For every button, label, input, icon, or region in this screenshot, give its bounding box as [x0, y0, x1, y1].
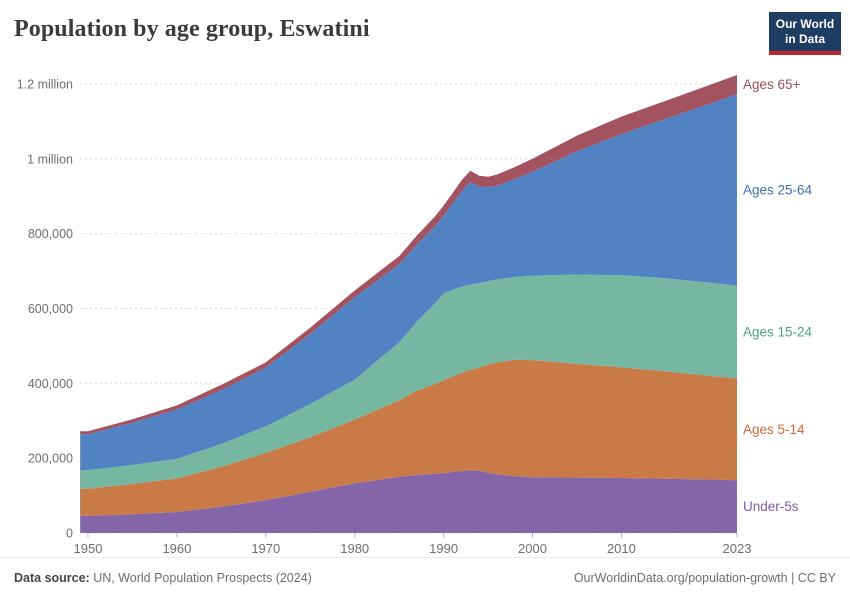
- series-label-ages-25-64[interactable]: Ages 25-64: [743, 182, 813, 197]
- x-axis-tick-label: 2010: [607, 541, 636, 556]
- owid-logo-line2: in Data: [784, 32, 825, 46]
- area-band-ages-65-[interactable]: [80, 75, 737, 435]
- x-axis-tick-label: 1990: [429, 541, 458, 556]
- area-band-ages-5-14[interactable]: [80, 359, 737, 516]
- x-axis-tick-label: 1970: [251, 541, 280, 556]
- gridlines: 0 200,000 400,000 600,000 800,000 1 million 1.…: [17, 78, 737, 541]
- data-source-text: UN, World Population Prospects (2024): [89, 571, 312, 585]
- x-axis-tick-label: 1950: [74, 541, 103, 556]
- y-axis-tick-label: 600,000: [28, 302, 73, 316]
- y-axis-tick-label: 1.2 million: [17, 78, 73, 92]
- page-title: Population by age group, Eswatini: [14, 16, 370, 42]
- series-legend: Under-5s Ages 5-14 Ages 15-24 Ages 25-64 Age…: [743, 77, 813, 514]
- license-link[interactable]: OurWorldinData.org/population-growth | C…: [573, 571, 836, 585]
- series-label-ages-5-14[interactable]: Ages 5-14: [743, 422, 805, 437]
- owid-logo-line1: Our World: [775, 17, 835, 31]
- series-label-under-5s[interactable]: Under-5s: [743, 499, 799, 514]
- data-source-note: Data source: UN, World Population Prospe…: [14, 571, 312, 585]
- area-band-ages-15-24[interactable]: [80, 274, 737, 489]
- y-axis-tick-label: 400,000: [28, 377, 73, 391]
- y-axis-tick-label: 200,000: [28, 452, 73, 466]
- area-band-under-5s[interactable]: [80, 470, 737, 533]
- owid-logo[interactable]: Our World in Data: [769, 12, 841, 55]
- chart-footer: Data source: UN, World Population Prospe…: [0, 557, 850, 600]
- series-label-ages-15-24[interactable]: Ages 15-24: [743, 325, 813, 340]
- x-axis-tick-label: 2023: [723, 541, 752, 556]
- y-axis-tick-label: 0: [66, 527, 73, 541]
- y-axis-tick-label: 800,000: [28, 227, 73, 241]
- series-label-ages-65-[interactable]: Ages 65+: [743, 77, 801, 92]
- area-bands: [80, 75, 737, 533]
- x-axis-tick-label: 1980: [340, 541, 369, 556]
- y-axis-tick-label: 1 million: [27, 152, 73, 166]
- x-axis-tick-label: 2000: [518, 541, 547, 556]
- data-source-label: Data source:: [14, 571, 90, 585]
- area-band-ages-25-64[interactable]: [80, 94, 737, 471]
- x-axis: 1950 1960 1970 1980 1990 2000 2010 2023: [74, 533, 752, 556]
- x-axis-tick-label: 1960: [162, 541, 191, 556]
